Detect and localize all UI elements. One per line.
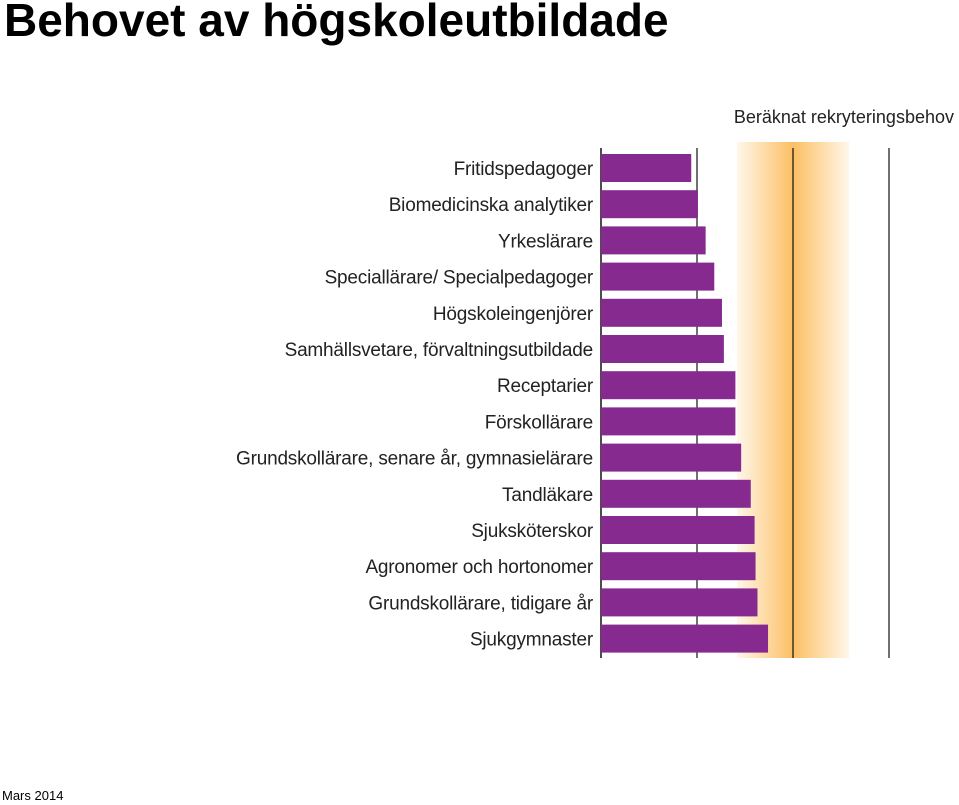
bar-1 bbox=[601, 154, 692, 182]
category-label-6: Samhällsvetare, förvaltningsutbildade bbox=[285, 340, 593, 361]
category-label-11: Sjuksköterskor bbox=[471, 521, 594, 542]
bar-14 bbox=[601, 624, 769, 653]
category-label-3: Yrkeslärare bbox=[498, 231, 593, 252]
bar-7 bbox=[601, 371, 736, 400]
bar-12 bbox=[601, 552, 756, 581]
category-label-7: Receptarier bbox=[497, 376, 594, 397]
category-label-12: Agronomer och hortonomer bbox=[365, 557, 593, 578]
category-label-1: Fritidspedagoger bbox=[454, 159, 594, 180]
footer-date: Mars 2014 bbox=[2, 788, 64, 803]
category-label-4: Speciallärare/ Specialpedagoger bbox=[325, 268, 594, 289]
slide-title: Behovet av högskoleutbildade bbox=[4, 0, 669, 46]
bar-6 bbox=[601, 335, 724, 363]
category-label-2: Biomedicinska analytiker bbox=[389, 195, 594, 216]
category-label-9: Grundskollärare, senare år, gymnasielära… bbox=[236, 449, 593, 470]
bars bbox=[601, 154, 769, 653]
bar-9 bbox=[601, 443, 742, 472]
category-label-8: Förskollärare bbox=[485, 412, 593, 433]
bar-13 bbox=[601, 588, 758, 617]
category-label-14: Sjukgymnaster bbox=[470, 630, 594, 651]
bar-11 bbox=[601, 516, 755, 544]
bar-5 bbox=[601, 298, 722, 327]
category-label-13: Grundskollärare, tidigare år bbox=[368, 593, 593, 614]
bar-4 bbox=[601, 262, 715, 291]
bar-8 bbox=[601, 407, 736, 436]
category-label-10: Tandläkare bbox=[502, 485, 593, 506]
bar-3 bbox=[601, 226, 706, 255]
category-labels: Fritidspedagoger Biomedicinska analytiker… bbox=[236, 159, 594, 651]
bar-10 bbox=[601, 479, 751, 508]
band-label: Beräknat rekryteringsbehov bbox=[734, 107, 954, 127]
bar-2 bbox=[601, 190, 698, 219]
category-label-5: Högskoleingenjörer bbox=[433, 304, 594, 325]
